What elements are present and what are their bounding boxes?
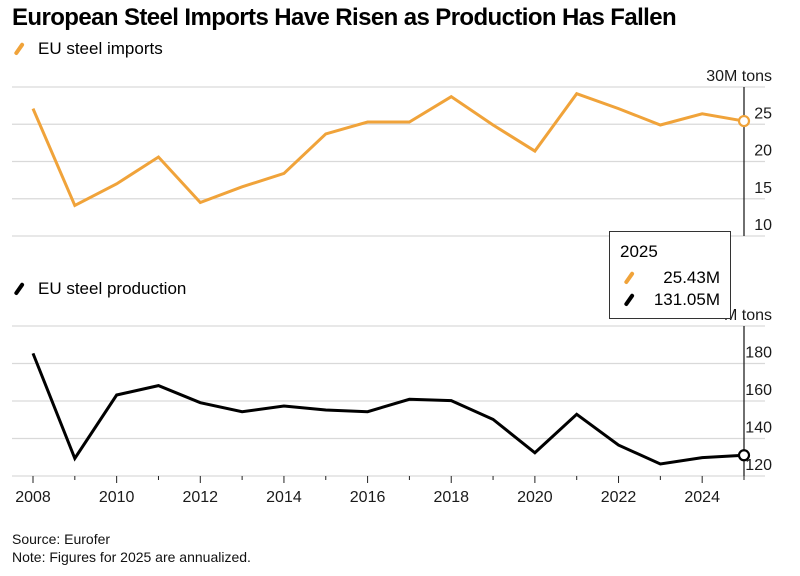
x-tick-label: 2018	[433, 489, 469, 506]
legend-imports: EU steel imports	[12, 39, 163, 59]
legend-production: EU steel production	[12, 279, 186, 299]
imports-ytick-label: 20	[754, 143, 772, 160]
production-series	[31, 352, 751, 466]
production-line	[31, 352, 745, 466]
source-note: Source: Eurofer	[12, 531, 111, 547]
legend-production-label: EU steel production	[38, 279, 187, 298]
production-ytick-label: 180	[745, 345, 772, 362]
x-tick-label: 2024	[684, 489, 720, 506]
tooltip-year: 2025	[620, 242, 658, 261]
x-tick-label: 2016	[350, 489, 386, 506]
x-axis: 2008 2010 2012 2014 2016 2018 2020 2022 2024	[15, 476, 745, 506]
production-last-point	[737, 449, 751, 462]
tooltip-row-imports: 25.43M	[620, 268, 720, 288]
chart-title: European Steel Imports Have Risen as Pro…	[12, 4, 677, 31]
x-tick-label: 2008	[15, 489, 51, 506]
imports-series	[31, 91, 751, 208]
x-tick-label: 2020	[517, 489, 553, 506]
tooltip-production-value: 131.05M	[653, 290, 720, 309]
x-tick-label: 2010	[99, 489, 135, 506]
x-tick-label: 2012	[182, 489, 218, 506]
tooltip-imports-value: 25.43M	[663, 268, 720, 287]
imports-ytick-label: 10	[754, 217, 772, 234]
black-slash-line-icon	[623, 293, 635, 307]
imports-ytick-label: 25	[754, 105, 772, 122]
production-ytick-label: M tons	[724, 307, 772, 324]
production-ytick-label: 140	[745, 420, 772, 437]
imports-ytick-label: 30M tons	[706, 68, 772, 85]
x-tick-label: 2014	[266, 489, 302, 506]
x-tick-label: 2022	[601, 489, 637, 506]
imports-ytick-label: 15	[754, 180, 772, 197]
production-ytick-label: 160	[745, 382, 772, 399]
footnote: Note: Figures for 2025 are annualized.	[12, 549, 251, 565]
imports-gridlines: 10 15 20 25 30M tons	[12, 68, 772, 237]
legend-imports-label: EU steel imports	[38, 39, 163, 58]
tooltip-2025: 2025 25.43M 131.05M	[609, 231, 731, 319]
orange-slash-line-icon	[623, 271, 635, 285]
tooltip-row-production: 131.05M	[620, 290, 720, 310]
imports-line	[31, 91, 745, 208]
production-ytick-label: 120	[745, 457, 772, 474]
imports-last-point	[737, 114, 751, 128]
production-gridlines: 120 140 160 180 M tons	[12, 307, 772, 477]
